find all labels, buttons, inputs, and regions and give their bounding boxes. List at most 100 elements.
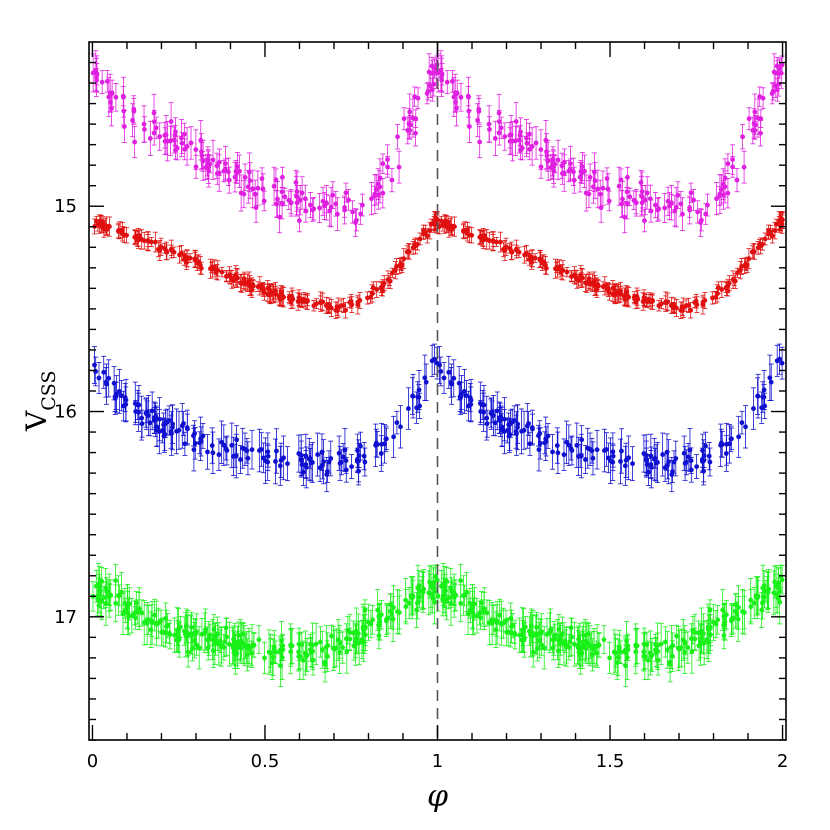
data-point-magenta [401,116,407,122]
data-point-red [270,291,276,296]
data-point-blue [277,463,283,469]
data-point-blue [480,402,486,408]
data-point-red [244,280,250,286]
data-point-magenta [210,157,216,163]
data-point-blue [429,358,435,364]
data-point-blue [149,408,155,414]
data-point-blue [417,403,423,409]
data-point-blue [200,433,206,439]
data-point-red [421,228,426,233]
data-point-red [532,255,538,261]
data-point-blue [356,453,362,458]
data-point-green [685,645,691,650]
data-point-blue [768,379,774,385]
data-point-blue [328,456,334,461]
data-point-blue [265,453,271,459]
data-point-magenta [245,184,251,190]
data-point-red [623,296,629,301]
data-point-blue [464,393,469,399]
data-point-red [723,285,729,290]
data-point-red [670,305,676,311]
data-point-magenta [633,200,639,205]
data-point-magenta [444,79,450,85]
data-point-magenta [550,160,556,166]
data-point-magenta [597,191,603,197]
data-point-magenta [662,205,668,211]
data-point-red [260,287,266,293]
data-point-blue [238,457,243,462]
data-point-red [97,221,103,227]
data-point-magenta [476,106,482,112]
data-point-red [287,296,292,302]
data-point-red [710,295,715,301]
data-point-magenta [740,134,745,140]
data-point-magenta [232,174,238,180]
data-point-magenta [109,106,114,111]
data-point-red [529,260,535,265]
data-point-blue [184,425,190,431]
data-point-magenta [644,190,650,196]
data-point-magenta [606,198,612,204]
data-point-magenta [302,196,308,202]
data-point-magenta [769,91,775,96]
data-point-red [766,228,771,233]
data-point-green [340,645,346,650]
data-point-magenta [559,163,565,169]
data-point-magenta [669,200,674,206]
data-point-red [679,308,685,313]
data-point-blue [618,459,623,464]
data-point-blue [154,427,160,433]
data-point-blue [163,421,168,427]
data-point-blue [205,449,210,455]
data-point-blue [281,455,287,461]
data-point-blue [577,453,583,459]
data-point-magenta [151,130,157,136]
data-point-magenta [179,135,184,141]
data-point-red [247,284,253,290]
data-point-red [427,228,433,234]
data-point-magenta [590,184,596,190]
data-point-magenta [752,122,758,128]
data-point-red [605,287,611,293]
data-point-blue [610,453,616,459]
data-point-blue [101,369,107,375]
data-point-magenta [624,189,630,195]
data-point-magenta [492,135,498,141]
data-point-magenta [233,169,239,174]
data-point-magenta [151,110,157,116]
data-point-magenta [518,147,523,153]
data-point-blue [718,440,724,446]
data-point-red [187,255,193,261]
data-point-blue [626,455,632,461]
data-point-magenta [294,200,300,206]
data-point-blue [466,403,471,409]
data-point-blue [296,451,302,456]
data-point-blue [336,450,342,456]
data-point-magenta [725,190,731,196]
data-point-blue [459,391,464,397]
data-point-blue [301,469,306,475]
data-point-red [543,262,548,268]
data-point-blue [209,443,215,448]
data-point-blue [536,433,541,439]
data-point-red [462,227,468,233]
data-point-blue [494,408,500,414]
data-point-red [334,308,340,313]
data-point-magenta [705,202,710,208]
data-point-red [442,221,448,227]
data-point-green [270,655,276,660]
data-point-magenta [717,191,723,197]
data-point-magenta [120,93,126,99]
data-point-blue [361,453,367,459]
data-point-blue [135,402,141,408]
data-point-blue [641,451,647,456]
data-point-blue [93,369,99,374]
data-point-blue [492,420,498,426]
data-point-magenta [453,99,458,105]
data-point-blue [448,379,454,385]
data-point-magenta [225,169,231,175]
data-point-red [413,243,418,249]
data-point-magenta [280,174,285,180]
data-point-blue [182,441,188,447]
data-point-green [458,600,464,606]
